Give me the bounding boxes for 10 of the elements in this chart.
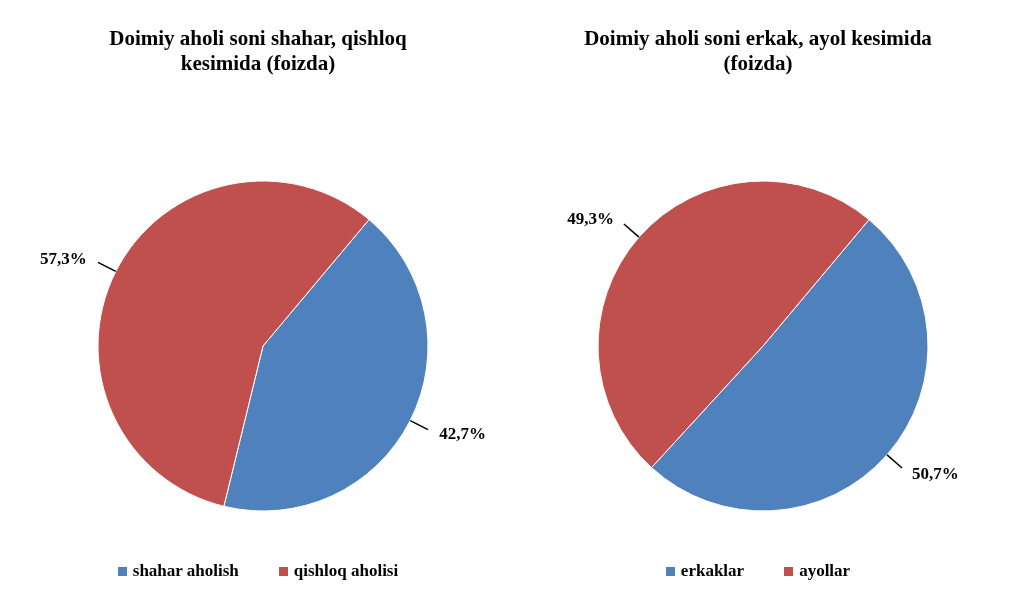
legend-label: ayollar [799, 561, 851, 581]
legend-label: shahar aholish [132, 561, 239, 581]
data-label: 50,7% [912, 463, 959, 483]
data-label: 42,7% [439, 423, 486, 443]
chart-title: Doimiy aholi soni shahar, qishloq kesimida (foizda) [108, 26, 408, 77]
legend-label: erkaklar [680, 561, 745, 581]
data-label: 49,3% [567, 209, 614, 229]
data-label: 57,3% [40, 249, 87, 269]
chart-title: Doimiy aholi soni erkak, ayol kesimida (foizda) [583, 26, 933, 77]
legend-label: qishloq aholisi [293, 561, 399, 581]
